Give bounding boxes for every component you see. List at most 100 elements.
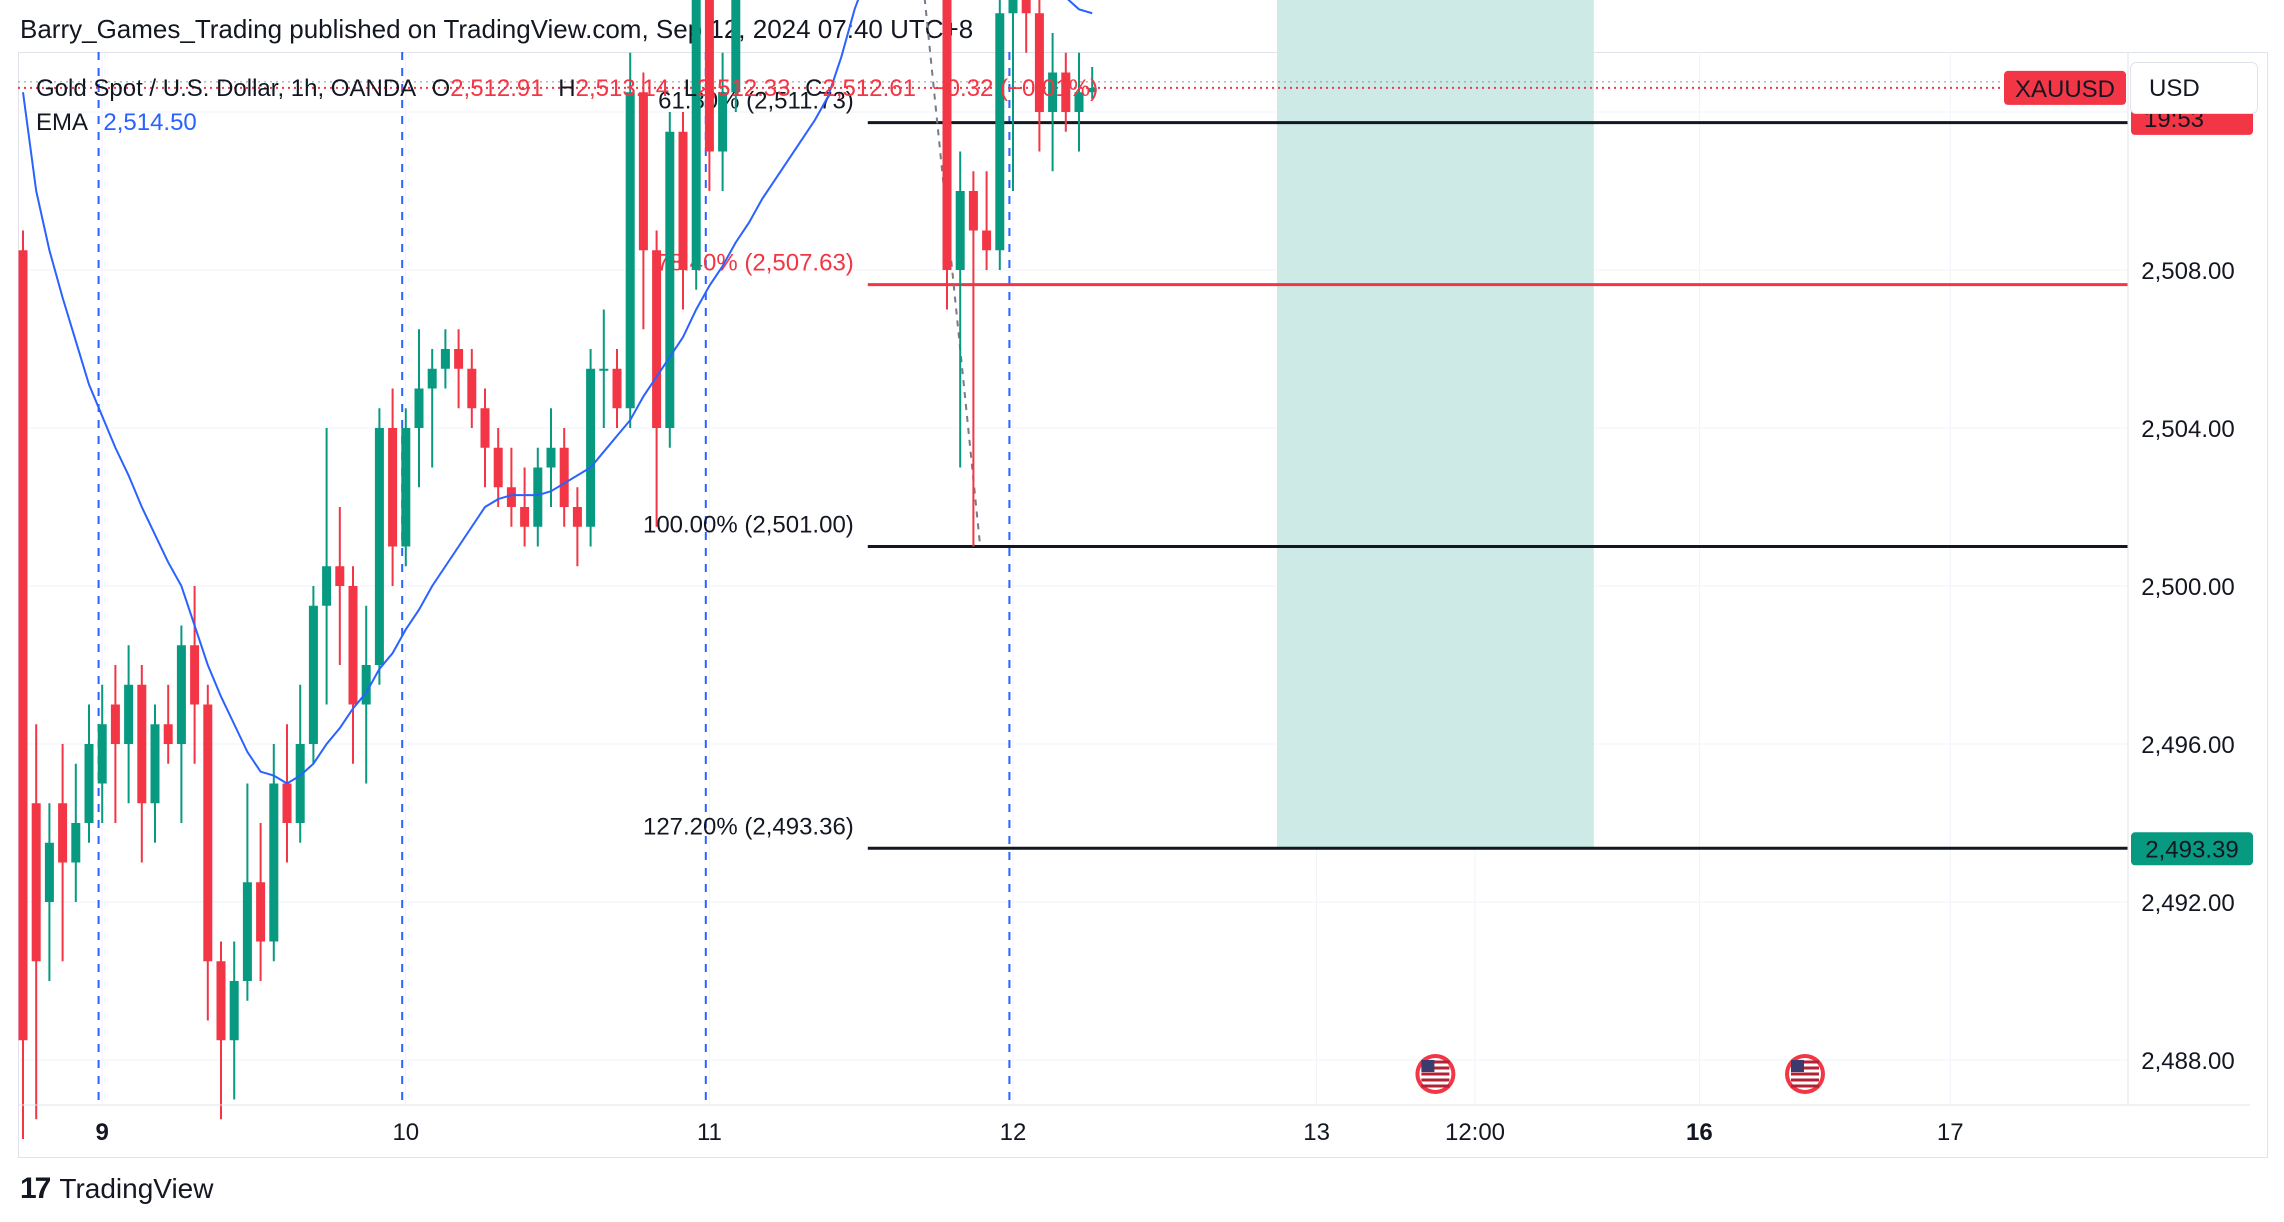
- candle-body: [322, 566, 332, 606]
- candles: [18, 0, 1097, 1139]
- price-badge-label: 2,493.39: [2145, 836, 2238, 863]
- candle-body: [467, 368, 477, 409]
- candle-body: [18, 250, 28, 1041]
- candle-body: [652, 250, 662, 428]
- candle-body: [546, 447, 556, 468]
- candle-body: [506, 487, 516, 507]
- candle-body: [374, 428, 384, 665]
- candle-body: [586, 368, 596, 527]
- y-tick-label: 2,488.00: [2141, 1048, 2234, 1075]
- symbol-badge: [2004, 70, 2126, 105]
- flag-stripe: [1791, 1078, 1819, 1082]
- candle-body: [533, 467, 543, 527]
- candle-body: [612, 368, 622, 409]
- flag-stripe: [1421, 1078, 1450, 1082]
- candle-body: [282, 783, 292, 823]
- candle-body: [203, 704, 213, 962]
- candle-body: [84, 744, 94, 823]
- x-tick-label: 10: [392, 1119, 419, 1146]
- x-tick-label: 12: [1000, 1119, 1027, 1146]
- candle-body: [295, 744, 305, 823]
- x-tick-label: 17: [1937, 1119, 1964, 1146]
- price-badge: [2131, 832, 2253, 866]
- grid: [18, 52, 2128, 1105]
- flag-stripe: [1421, 1066, 1450, 1070]
- candle-body: [97, 724, 107, 784]
- y-tick-label: 2,504.00: [2141, 416, 2234, 443]
- legend-symbol: Gold Spot / U.S. Dollar, 1h, OANDA: [36, 75, 415, 102]
- candle-body: [150, 724, 160, 804]
- candle-body: [401, 428, 411, 547]
- candle-body: [110, 704, 120, 744]
- fib-level-label: 127.20% (2,493.36): [643, 813, 854, 840]
- candle-body: [638, 92, 648, 251]
- candle-body: [678, 131, 688, 270]
- session-breaks: [97, 52, 1011, 1105]
- candle-body: [1048, 72, 1058, 112]
- candle-body: [968, 191, 978, 231]
- candle-body: [665, 131, 675, 428]
- legend-h-value: 2,513.14: [575, 75, 670, 102]
- candle-body: [955, 191, 965, 270]
- candle-body: [625, 92, 635, 409]
- candle-body: [335, 566, 345, 586]
- footer-brand[interactable]: 17 TradingView: [20, 1172, 213, 1206]
- y-tick-label: 2,500.00: [2141, 574, 2234, 601]
- price-axis: 2,488.00 2,492.00 2,496.00 2,500.00 2,504.00…: [2127, 52, 2235, 1105]
- candle-body: [414, 388, 424, 428]
- legend-o-label: O: [431, 75, 451, 102]
- candle-body: [427, 368, 437, 389]
- price-line: [18, 81, 2128, 89]
- candle-body: [731, 0, 741, 93]
- tradingview-logo-icon: 17: [20, 1172, 51, 1205]
- x-tick-label: 11: [697, 1119, 722, 1146]
- candle-body: [388, 428, 398, 547]
- economic-events: [1415, 1054, 1825, 1094]
- publish-info: Barry_Games_Trading published on Trading…: [20, 14, 974, 44]
- candle-body: [229, 981, 239, 1041]
- x-tick-label: 9: [96, 1119, 109, 1146]
- candle-body: [1034, 13, 1044, 112]
- legend-ema-value: 2,514.50: [103, 109, 197, 136]
- candle-body: [942, 0, 952, 270]
- flag-canton: [1421, 1060, 1435, 1072]
- x-tick-label: 13: [1303, 1119, 1330, 1146]
- fib-level-label: 100.00% (2,501.00): [643, 512, 854, 539]
- candle-body: [1074, 92, 1084, 112]
- candle-body: [124, 684, 134, 744]
- legend-c-label: C: [805, 75, 823, 102]
- candle-body: [1087, 87, 1097, 93]
- candle-body: [163, 724, 173, 744]
- candle-body: [520, 507, 530, 527]
- flag-stripe: [1791, 1084, 1819, 1088]
- candle-body: [31, 803, 41, 962]
- legend-row-ohlc: Gold Spot / U.S. Dollar, 1h, OANDA O 2,51…: [36, 72, 1098, 106]
- candle-body: [176, 645, 186, 744]
- legend-h-label: H: [558, 75, 576, 102]
- candle-body: [559, 447, 569, 507]
- legend-row-ema[interactable]: EMA 2,514.50: [36, 106, 1098, 140]
- candle-body: [454, 349, 464, 369]
- take-profit-zone: [1277, 0, 1594, 848]
- candle-body: [269, 783, 279, 942]
- y-tick-label: 2,496.00: [2141, 732, 2234, 759]
- chart-legend: Gold Spot / U.S. Dollar, 1h, OANDA O 2,51…: [36, 72, 1098, 140]
- candle-body: [599, 368, 609, 371]
- symbol-badge-label: XAUUSD: [2015, 76, 2115, 103]
- candle-body: [995, 13, 1005, 251]
- flag-canton: [1791, 1060, 1804, 1072]
- candle-body: [216, 961, 226, 1041]
- currency-button[interactable]: USD: [2130, 62, 2258, 114]
- fib-trend-line: [923, 0, 982, 547]
- y-tick-label: 2,508.00: [2141, 258, 2234, 285]
- candle-body: [71, 823, 81, 863]
- ema-line: [22, 0, 1093, 785]
- footer-brand-name: TradingView: [59, 1173, 214, 1204]
- candle-body: [718, 92, 728, 152]
- candle-body: [572, 507, 582, 527]
- time-axis: 9 10 11 12 13 12:00 16 17: [18, 1104, 2250, 1146]
- legend-ema-label: EMA: [36, 109, 87, 136]
- us-flag-icon: [1415, 1054, 1456, 1094]
- candle-body: [1021, 0, 1031, 14]
